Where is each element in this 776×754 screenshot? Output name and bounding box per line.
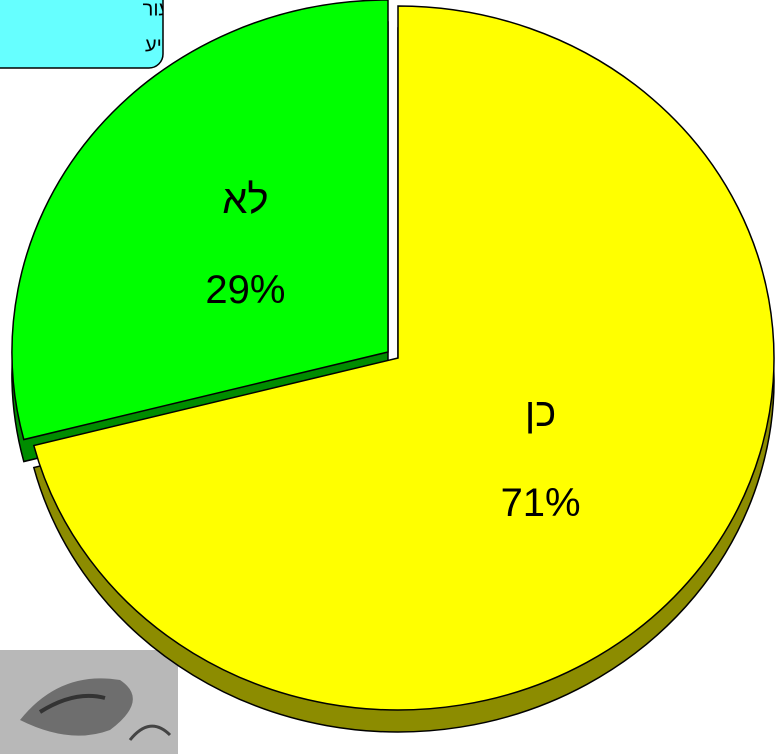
value-label: 71% — [501, 481, 581, 525]
note-line: משיע — [145, 34, 190, 56]
chart: כן 71% לא 29% שיעור משיע — [0, 0, 776, 754]
value-label: 29% — [205, 268, 285, 312]
slice-label: כן — [525, 391, 556, 435]
pie: כן 71% לא 29% — [12, 0, 774, 732]
note-box: שיעור משיע — [0, 0, 190, 68]
photo-fragment — [0, 650, 178, 754]
note-line: שיעור — [143, 0, 190, 20]
slice-label: לא — [222, 178, 268, 222]
